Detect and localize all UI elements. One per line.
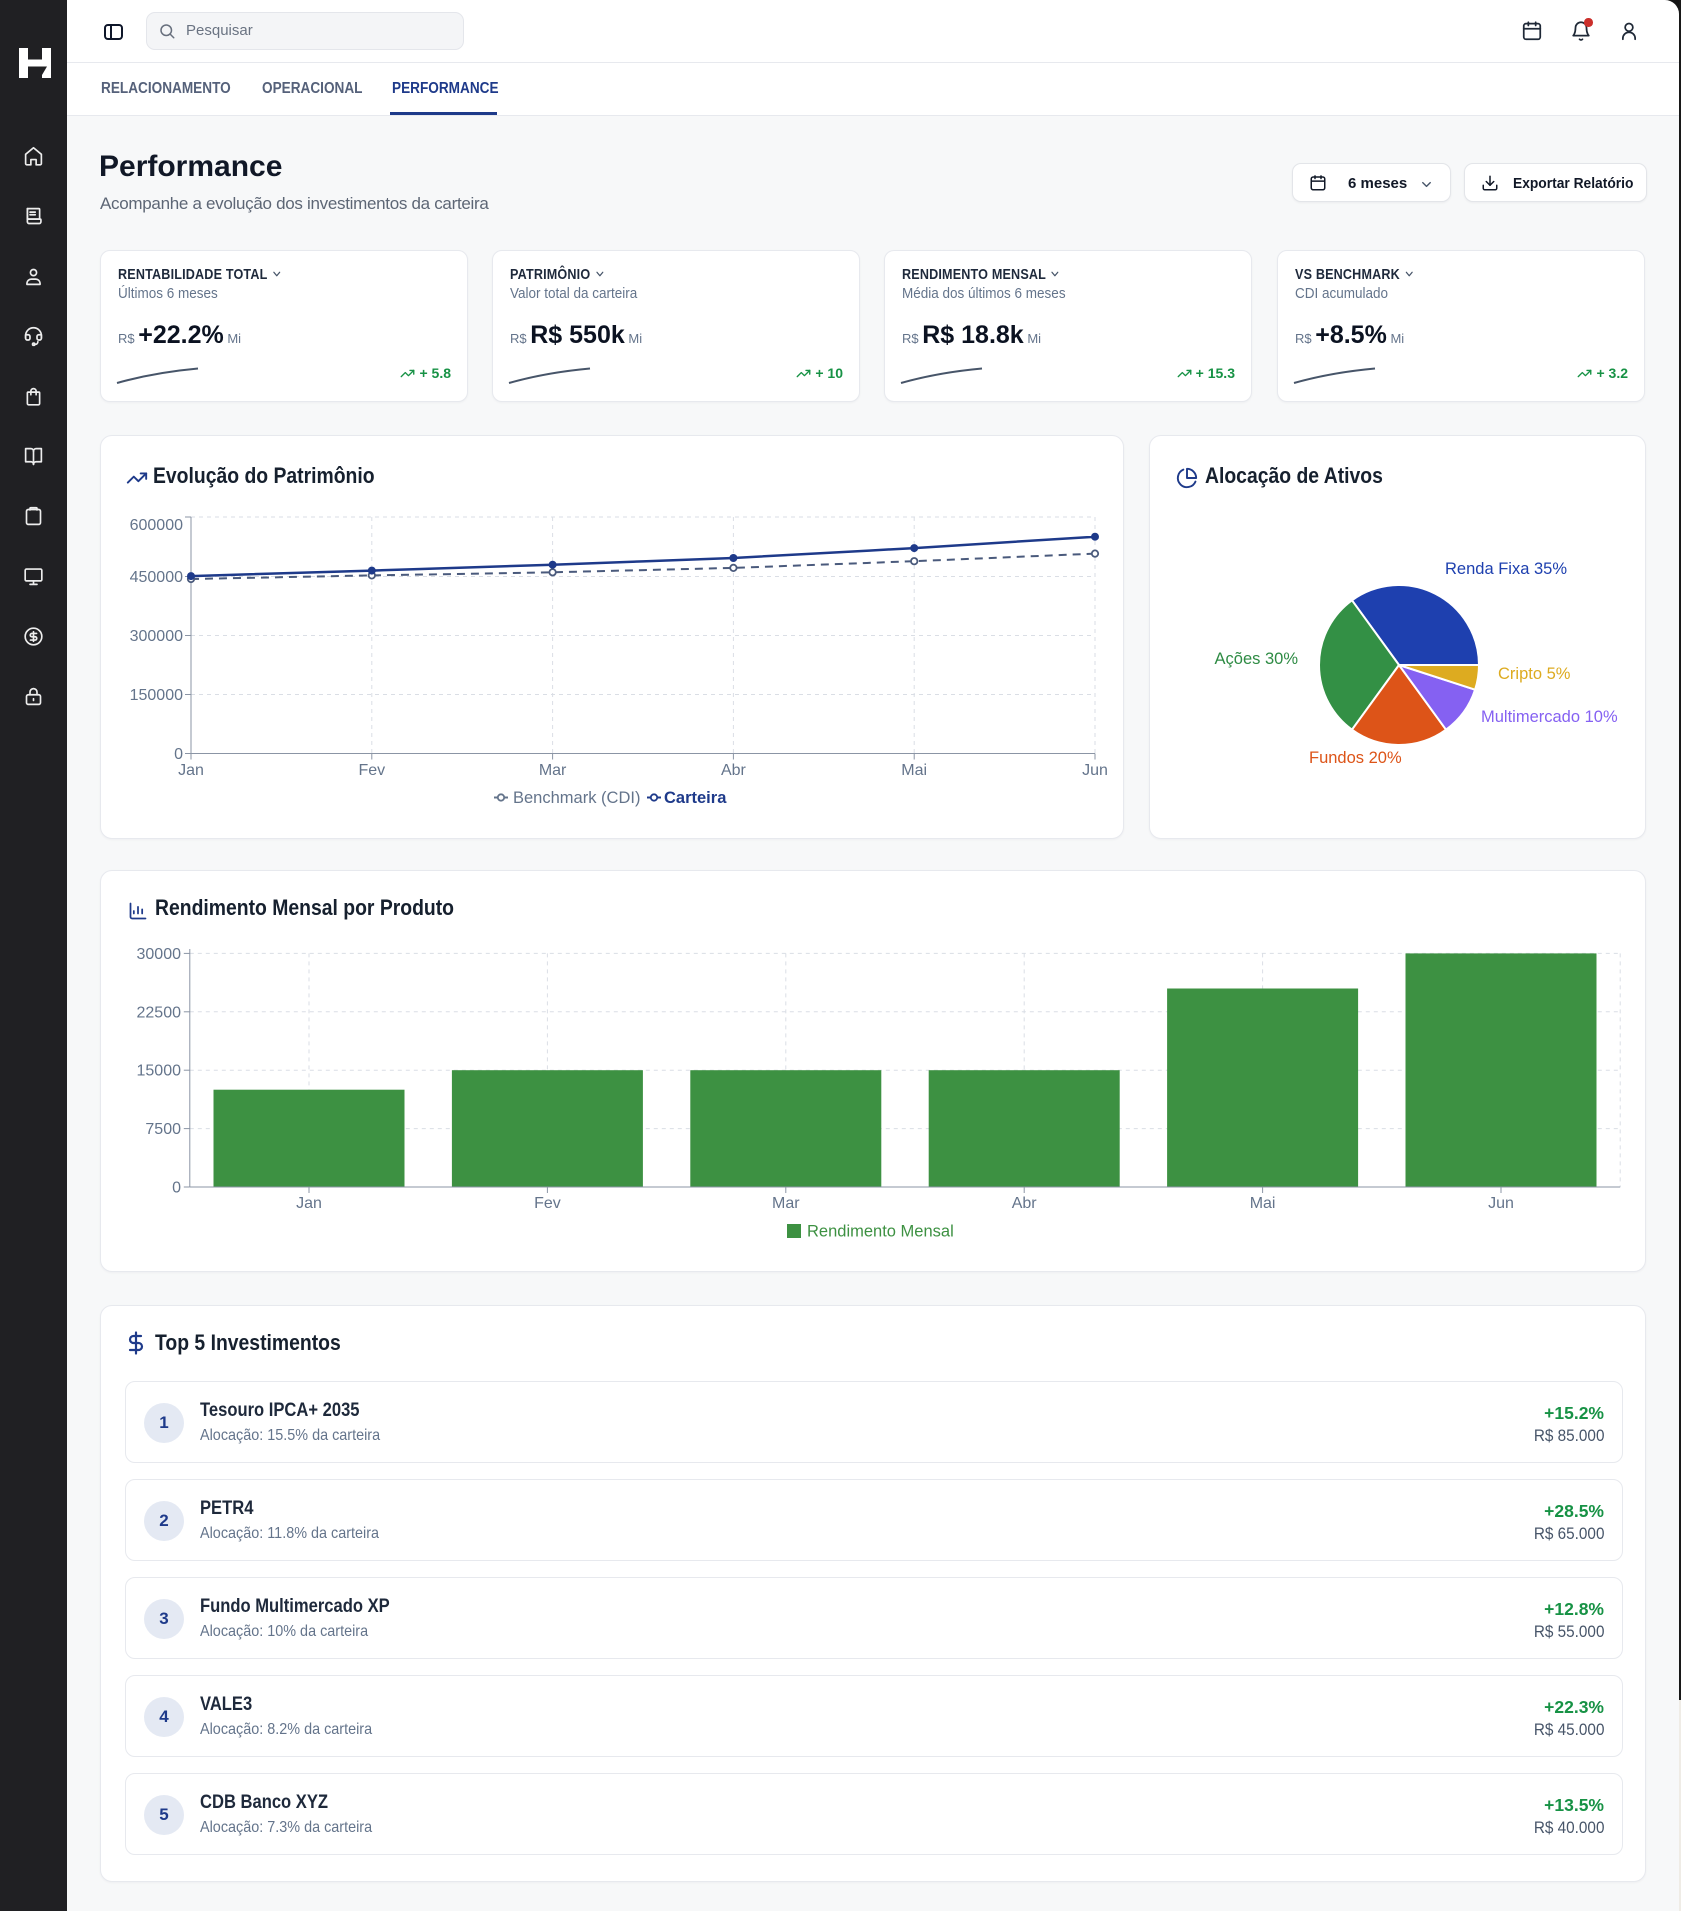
svg-text:Jan: Jan xyxy=(178,762,204,779)
svg-text:Jan: Jan xyxy=(296,1195,322,1212)
svg-text:Jun: Jun xyxy=(1488,1195,1514,1212)
svg-text:300000: 300000 xyxy=(130,628,183,645)
svg-text:Benchmark (CDI): Benchmark (CDI) xyxy=(513,789,640,807)
svg-text:7500: 7500 xyxy=(145,1121,181,1138)
svg-text:Abr: Abr xyxy=(721,762,747,779)
svg-text:Abr: Abr xyxy=(1012,1195,1038,1212)
svg-text:Fundos 20%: Fundos 20% xyxy=(1309,749,1402,767)
svg-text:150000: 150000 xyxy=(130,687,183,704)
svg-text:450000: 450000 xyxy=(130,569,183,586)
svg-text:30000: 30000 xyxy=(137,946,182,963)
svg-text:Cripto 5%: Cripto 5% xyxy=(1498,665,1571,683)
svg-text:Mai: Mai xyxy=(901,762,927,779)
svg-text:Mai: Mai xyxy=(1250,1195,1276,1212)
svg-text:Rendimento Mensal: Rendimento Mensal xyxy=(807,1223,954,1241)
svg-text:15000: 15000 xyxy=(137,1063,182,1080)
svg-text:Fev: Fev xyxy=(358,762,385,779)
svg-text:Mar: Mar xyxy=(539,762,567,779)
svg-text:Renda Fixa 35%: Renda Fixa 35% xyxy=(1445,560,1567,578)
svg-text:Fev: Fev xyxy=(534,1195,561,1212)
svg-text:Multimercado 10%: Multimercado 10% xyxy=(1481,708,1618,726)
svg-text:0: 0 xyxy=(172,1180,181,1197)
svg-text:0: 0 xyxy=(174,746,183,763)
svg-text:Ações 30%: Ações 30% xyxy=(1215,650,1299,668)
svg-text:600000: 600000 xyxy=(130,517,183,534)
svg-text:Carteira: Carteira xyxy=(664,789,727,807)
svg-text:Jun: Jun xyxy=(1082,762,1108,779)
svg-text:Mar: Mar xyxy=(772,1195,800,1212)
svg-text:22500: 22500 xyxy=(137,1004,182,1021)
